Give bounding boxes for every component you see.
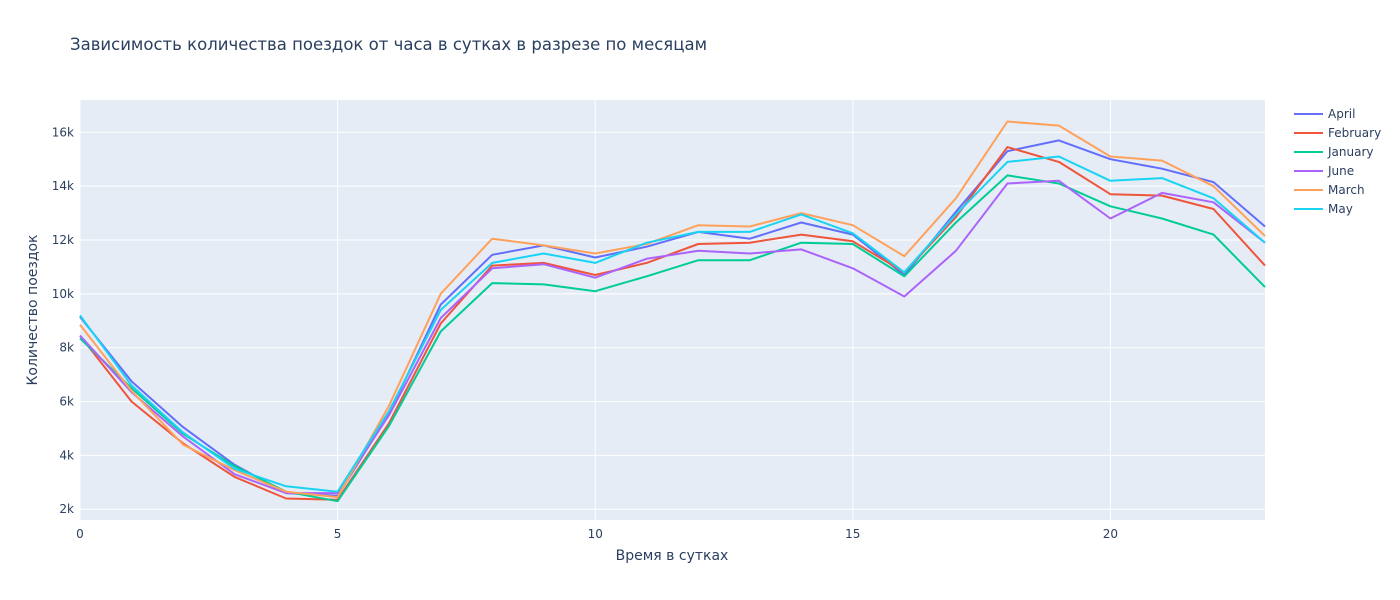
legend-label: January xyxy=(1327,145,1374,159)
y-tick-label: 6k xyxy=(59,395,74,409)
y-tick-label: 4k xyxy=(59,448,74,462)
x-tick-label: 15 xyxy=(845,527,860,541)
y-tick-label: 16k xyxy=(52,125,74,139)
legend: April February January June March May xyxy=(1294,107,1381,216)
legend-item-february[interactable]: February xyxy=(1294,126,1381,140)
legend-label: March xyxy=(1328,183,1365,197)
y-axis-title: Количество поездок xyxy=(25,234,41,385)
plot-area xyxy=(80,100,1265,520)
series-line-february xyxy=(79,146,1266,501)
legend-item-may[interactable]: May xyxy=(1294,202,1353,216)
x-tick-label: 10 xyxy=(588,527,603,541)
legend-item-june[interactable]: June xyxy=(1294,164,1354,178)
x-axis-title: Время в сутках xyxy=(616,548,729,564)
y-tick-label: 10k xyxy=(52,287,74,301)
legend-label: April xyxy=(1328,107,1355,121)
series-lines xyxy=(79,120,1266,503)
y-tick-label: 14k xyxy=(52,179,74,193)
y-tick-label: 8k xyxy=(59,341,74,355)
grid xyxy=(79,100,1265,520)
y-tick-label: 2k xyxy=(59,502,74,516)
legend-item-march[interactable]: March xyxy=(1294,183,1365,197)
legend-label: June xyxy=(1327,164,1354,178)
series-line-june xyxy=(79,179,1266,495)
legend-item-january[interactable]: January xyxy=(1294,145,1374,159)
x-tick-label: 5 xyxy=(334,527,342,541)
x-tick-label: 20 xyxy=(1103,527,1118,541)
series-line-march xyxy=(79,120,1266,499)
chart-title: Зависимость количества поездок от часа в… xyxy=(70,35,707,54)
x-tick-label: 0 xyxy=(76,527,84,541)
axis-ticks: 0 5 10 15 20 2k 4k 6k 8k 10k 12k 14k 16k xyxy=(52,125,1118,541)
y-tick-label: 12k xyxy=(52,233,74,247)
series-line-may xyxy=(79,155,1266,493)
legend-label: May xyxy=(1328,202,1353,216)
legend-label: February xyxy=(1328,126,1381,140)
legend-item-april[interactable]: April xyxy=(1294,107,1355,121)
